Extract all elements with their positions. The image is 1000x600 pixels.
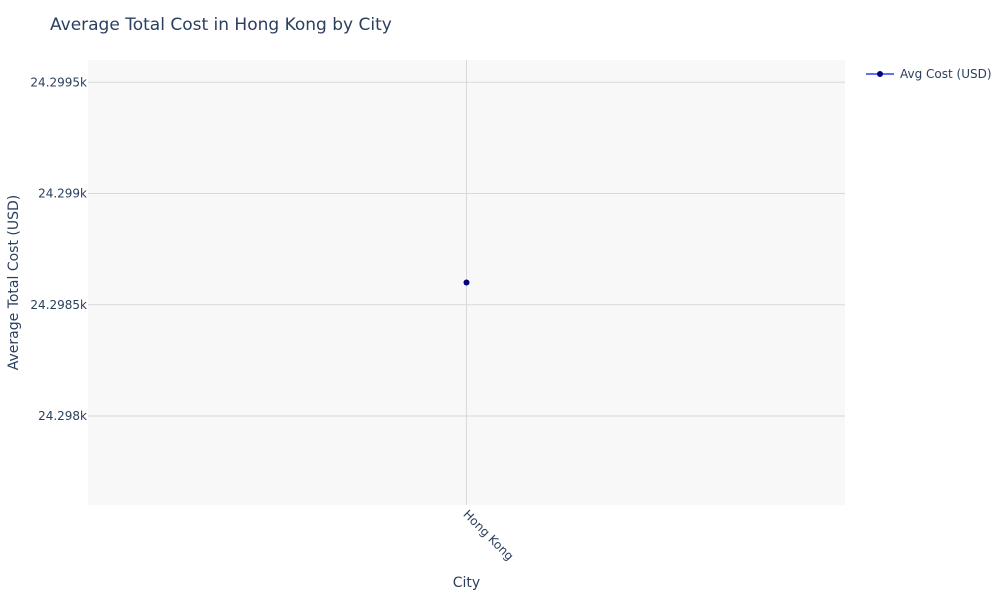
chart-title: Average Total Cost in Hong Kong by City (50, 15, 392, 35)
y-axis-title: Average Total Cost (USD) (6, 195, 22, 371)
y-tick-label: 24.2995k (30, 75, 87, 89)
legend: Avg Cost (USD) (866, 67, 992, 81)
y-tick-label: 24.298k (38, 409, 87, 423)
grid-lines (88, 60, 845, 505)
y-tick-label: 24.299k (38, 187, 87, 201)
data-point[interactable] (463, 279, 470, 286)
series-layer (463, 279, 470, 286)
y-axis-ticks: 24.298k 24.2985k 24.299k 24.2995k (30, 75, 87, 423)
x-axis-ticks: Hong Kong (460, 507, 516, 563)
x-axis-title: City (453, 575, 480, 591)
legend-marker-swatch (877, 71, 883, 77)
y-tick-label: 24.2985k (30, 298, 87, 312)
x-tick-label: Hong Kong (460, 507, 516, 563)
legend-label: Avg Cost (USD) (900, 67, 992, 81)
